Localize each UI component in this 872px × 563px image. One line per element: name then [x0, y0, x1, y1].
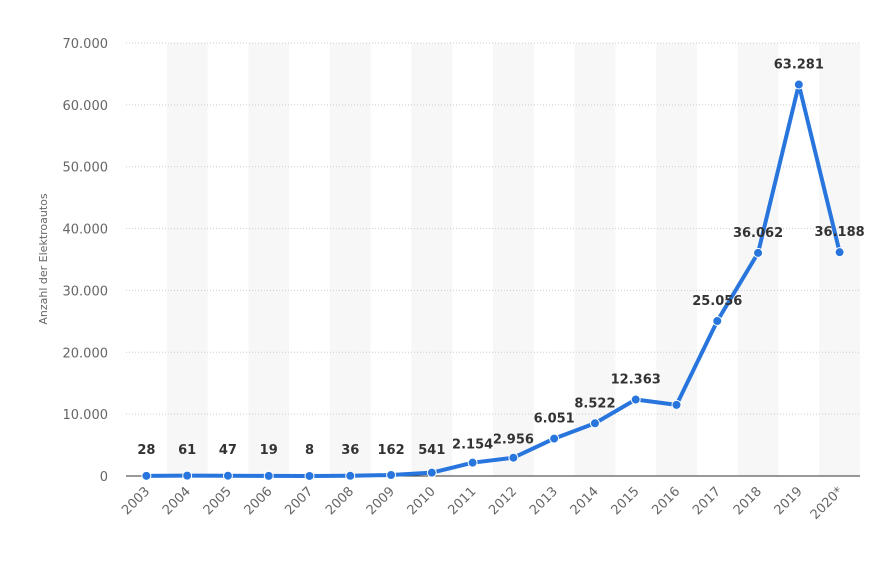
y-axis-label: Anzahl der Elektroautos: [37, 193, 50, 325]
data-point: [182, 470, 193, 481]
data-label: 63.281: [774, 58, 824, 73]
data-point: [345, 470, 356, 481]
data-point: [141, 470, 152, 481]
data-point: [671, 399, 682, 410]
data-point: [589, 418, 600, 429]
data-point: [793, 79, 804, 90]
x-tick-label: 2010: [405, 484, 439, 518]
data-point: [263, 470, 274, 481]
x-tick-label: 2016: [649, 484, 683, 518]
data-point: [467, 457, 478, 468]
column-band: [656, 43, 697, 476]
data-label: 12.363: [611, 373, 661, 388]
column-band: [411, 43, 453, 476]
column-band: [248, 43, 290, 476]
x-tick-label: 2013: [527, 484, 561, 518]
x-tick-label: 2018: [731, 484, 765, 518]
x-tick-label: 2008: [323, 484, 357, 518]
x-tick-label: 2003: [119, 484, 153, 518]
data-label: 36.062: [733, 226, 783, 241]
x-tick-label: 2006: [242, 484, 276, 518]
y-tick-label: 50.000: [63, 161, 109, 176]
x-tick-label: 2020*: [808, 484, 847, 523]
data-label: 2.154: [452, 438, 493, 453]
x-tick-label: 2019: [772, 484, 806, 518]
y-axis-ticks: 0 10.000 20.000 30.000 40.000 50.000 60.000 70.…: [63, 37, 109, 485]
x-tick-label: 2015: [609, 484, 643, 518]
data-label: 28: [137, 443, 155, 458]
y-tick-label: 70.000: [63, 37, 109, 52]
x-tick-label: 2004: [160, 484, 194, 518]
x-tick-label: 2017: [690, 484, 724, 518]
data-points: [141, 79, 845, 481]
data-point: [304, 470, 315, 481]
y-tick-label: 60.000: [63, 99, 109, 114]
y-tick-label: 0: [100, 470, 108, 485]
data-label: 19: [260, 443, 278, 458]
y-tick-label: 10.000: [63, 408, 109, 423]
column-bands: [166, 43, 860, 476]
x-tick-label: 2005: [201, 484, 235, 518]
column-band: [329, 43, 371, 476]
x-tick-label: 2007: [282, 484, 316, 518]
y-tick-label: 20.000: [63, 346, 109, 361]
data-point: [834, 247, 845, 258]
data-label: 36: [341, 443, 359, 458]
x-tick-label: 2014: [568, 484, 602, 518]
x-tick-label: 2012: [486, 484, 520, 518]
x-axis-ticks: 2003 2004 2005 2006 2007 2008 2009 2010 2011 2012…: [119, 484, 847, 523]
y-tick-label: 40.000: [63, 223, 109, 238]
series-polyline: [144, 82, 842, 478]
data-point: [549, 433, 560, 444]
y-tick-label: 30.000: [63, 284, 109, 299]
data-point: [222, 470, 233, 481]
column-band: [819, 43, 860, 476]
data-label: 541: [418, 443, 445, 458]
data-label: 6.051: [534, 412, 575, 427]
data-label: 8: [305, 443, 314, 458]
column-band: [493, 43, 534, 476]
series-line: [144, 82, 842, 478]
data-label: 61: [178, 443, 196, 458]
data-label: 162: [377, 443, 404, 458]
data-point: [426, 467, 437, 478]
data-label: 25.056: [692, 294, 742, 309]
data-point: [753, 247, 764, 258]
data-label: 36.188: [815, 225, 865, 240]
column-band: [166, 43, 208, 476]
x-tick-label: 2011: [445, 484, 479, 518]
column-band: [574, 43, 616, 476]
data-point: [386, 469, 397, 480]
x-tick-label: 2009: [364, 484, 398, 518]
column-band: [737, 43, 779, 476]
data-point: [712, 316, 723, 327]
data-point: [508, 452, 519, 463]
data-point: [630, 394, 641, 405]
data-label: 47: [219, 443, 237, 458]
data-label: 2.956: [493, 433, 534, 448]
data-label: 8.522: [574, 396, 615, 411]
